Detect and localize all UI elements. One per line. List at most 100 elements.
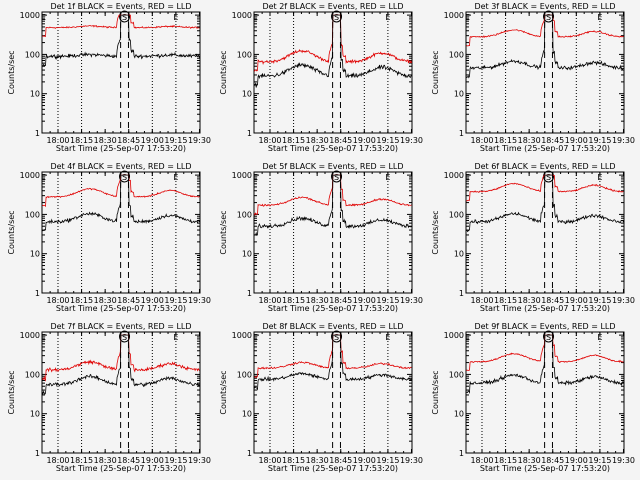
x-tick-label: 18:30	[306, 296, 329, 305]
x-tick-label: 19:30	[188, 136, 211, 145]
marker-label: E	[41, 333, 46, 342]
x-tick-label: 18:15	[70, 296, 93, 305]
y-axis-label: Counts/sec	[219, 210, 228, 254]
y-tick-label: 1	[35, 129, 40, 138]
marker-label: S	[546, 173, 551, 182]
x-tick-label: 18:15	[494, 456, 517, 465]
x-tick-label: 19:15	[164, 136, 187, 145]
x-tick-label: 18:00	[46, 456, 69, 465]
y-axis-label: Counts/sec	[431, 210, 440, 254]
x-tick-label: 18:45	[541, 456, 564, 465]
chart-panel-6: Det 6f BLACK = Events, RED = LLD 1 10 100 10…	[431, 162, 635, 313]
x-tick-label: 19:30	[188, 296, 211, 305]
x-tick-label: 18:00	[470, 456, 493, 465]
y-tick-label: 1	[247, 289, 252, 298]
events-series-line	[254, 14, 412, 88]
y-tick-label: 1000	[444, 11, 464, 20]
x-tick-label: 18:30	[94, 456, 117, 465]
chart-panel-4: Det 4f BLACK = Events, RED = LLD 1 10 100 10…	[7, 162, 211, 313]
marker-label: E	[385, 173, 390, 182]
x-tick-label: 19:30	[612, 456, 635, 465]
y-axis-label: Counts/sec	[219, 370, 228, 414]
marker-circle	[331, 330, 343, 343]
y-tick-label: 1000	[20, 171, 40, 180]
y-axis-label: Counts/sec	[431, 370, 440, 414]
x-tick-label: 19:00	[353, 456, 376, 465]
chart-panel-3: Det 3f BLACK = Events, RED = LLD 1 10 100 10…	[431, 2, 635, 153]
marker-label: S	[334, 13, 339, 22]
x-tick-label: 18:30	[518, 456, 541, 465]
y-tick-label: 1000	[232, 11, 252, 20]
x-tick-label: 18:30	[518, 296, 541, 305]
x-tick-label: 19:15	[164, 296, 187, 305]
y-tick-label: 100	[449, 370, 464, 379]
x-tick-label: 19:15	[588, 456, 611, 465]
x-tick-label: 18:45	[541, 136, 564, 145]
x-tick-label: 18:00	[46, 136, 69, 145]
marker-label: E	[253, 173, 258, 182]
events-series-line	[42, 334, 200, 396]
x-tick-label: 18:30	[518, 136, 541, 145]
x-tick-label: 19:00	[141, 296, 164, 305]
y-axis-label: Counts/sec	[7, 210, 16, 254]
y-tick-label: 100	[449, 50, 464, 59]
y-tick-label: 10	[242, 410, 252, 419]
events-series-line	[254, 174, 412, 236]
x-axis-label: Start Time (25-Sep-07 17:53:20)	[56, 144, 186, 153]
y-tick-label: 1000	[444, 331, 464, 340]
x-tick-label: 19:00	[353, 296, 376, 305]
x-axis-label: Start Time (25-Sep-07 17:53:20)	[56, 304, 186, 313]
x-tick-label: 18:45	[117, 456, 140, 465]
y-tick-label: 100	[449, 210, 464, 219]
marker-label: S	[546, 333, 551, 342]
x-tick-label: 18:15	[282, 296, 305, 305]
y-axis-label: Counts/sec	[7, 50, 16, 94]
marker-label: E	[385, 333, 390, 342]
marker-label: E	[173, 13, 178, 22]
x-tick-label: 18:45	[329, 296, 352, 305]
marker-label: E	[597, 173, 602, 182]
x-tick-label: 18:30	[94, 296, 117, 305]
events-series-line	[466, 174, 624, 233]
x-tick-label: 19:00	[565, 456, 588, 465]
x-axis-label: Start Time (25-Sep-07 17:53:20)	[480, 304, 610, 313]
y-tick-label: 1000	[444, 171, 464, 180]
x-tick-label: 18:00	[470, 136, 493, 145]
x-tick-label: 18:00	[46, 296, 69, 305]
x-tick-label: 18:00	[258, 456, 281, 465]
x-tick-label: 19:30	[400, 136, 423, 145]
marker-label: E	[173, 173, 178, 182]
y-tick-label: 1000	[20, 331, 40, 340]
x-tick-label: 19:00	[565, 296, 588, 305]
panel-title: Det 4f BLACK = Events, RED = LLD	[50, 162, 191, 171]
x-tick-label: 18:15	[70, 456, 93, 465]
x-tick-label: 18:15	[282, 456, 305, 465]
events-series-line	[466, 334, 624, 395]
marker-circle	[543, 10, 555, 23]
marker-label: E	[597, 333, 602, 342]
chart-panel-8: Det 8f BLACK = Events, RED = LLD 1 10 100 10…	[219, 322, 423, 473]
y-tick-label: 100	[25, 50, 40, 59]
panel-title: Det 3f BLACK = Events, RED = LLD	[474, 2, 615, 11]
y-tick-label: 1000	[232, 331, 252, 340]
marker-label: E	[597, 13, 602, 22]
x-axis-label: Start Time (25-Sep-07 17:53:20)	[56, 464, 186, 473]
marker-label: S	[546, 13, 551, 22]
marker-circle	[119, 170, 131, 183]
x-tick-label: 18:45	[329, 136, 352, 145]
x-tick-label: 18:45	[329, 456, 352, 465]
chart-panel-7: Det 7f BLACK = Events, RED = LLD 1 10 100 10…	[7, 322, 211, 473]
chart-panel-2: Det 2f BLACK = Events, RED = LLD 1 10 100 10…	[219, 2, 423, 153]
chart-panel-5: Det 5f BLACK = Events, RED = LLD 1 10 100 10…	[219, 162, 423, 313]
marker-circle	[119, 10, 131, 23]
marker-label: E	[253, 333, 258, 342]
x-tick-label: 18:00	[258, 296, 281, 305]
marker-label: S	[122, 333, 127, 342]
y-tick-label: 100	[237, 50, 252, 59]
marker-circle	[119, 330, 131, 343]
panel-title: Det 7f BLACK = Events, RED = LLD	[50, 322, 191, 331]
y-tick-label: 10	[30, 90, 40, 99]
marker-label: E	[253, 13, 258, 22]
y-tick-label: 1	[459, 129, 464, 138]
